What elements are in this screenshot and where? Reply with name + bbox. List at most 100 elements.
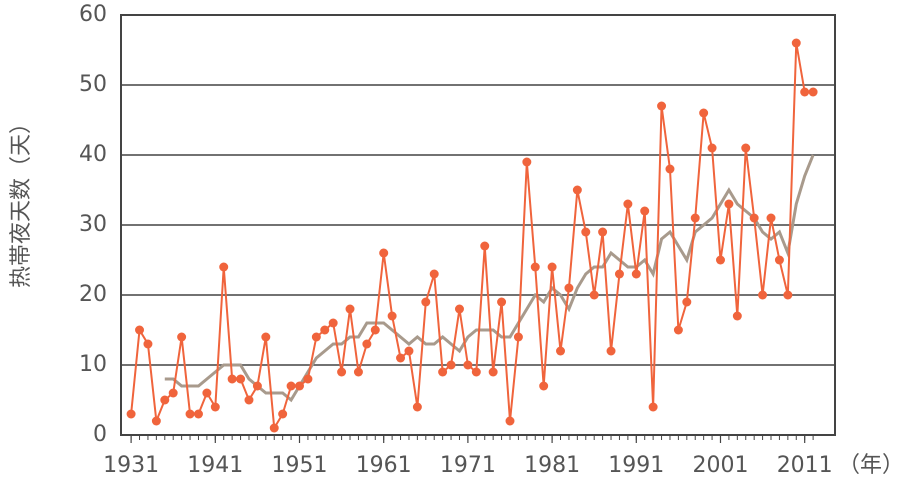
- y-tick-label: 10: [79, 352, 107, 377]
- point: [631, 269, 641, 279]
- point: [564, 283, 574, 293]
- point: [446, 360, 456, 370]
- point: [438, 367, 448, 377]
- point: [690, 213, 700, 223]
- point: [497, 297, 507, 307]
- point: [547, 262, 557, 272]
- point: [774, 255, 784, 265]
- x-tick-label: 1931: [103, 453, 159, 478]
- y-tick-label: 30: [79, 212, 107, 237]
- point: [606, 346, 616, 356]
- point: [665, 164, 675, 174]
- point: [791, 38, 801, 48]
- point: [749, 213, 759, 223]
- point: [353, 367, 363, 377]
- point: [185, 409, 195, 419]
- point: [311, 332, 321, 342]
- point: [404, 346, 414, 356]
- point: [177, 332, 187, 342]
- point: [732, 311, 742, 321]
- point: [160, 395, 170, 405]
- point: [572, 185, 582, 195]
- point: [412, 402, 422, 412]
- point: [370, 325, 380, 335]
- point: [421, 297, 431, 307]
- point: [673, 325, 683, 335]
- point: [320, 325, 330, 335]
- point: [589, 290, 599, 300]
- point: [143, 339, 153, 349]
- point: [808, 87, 818, 97]
- point: [135, 325, 145, 335]
- x-tick-label: 1951: [272, 453, 328, 478]
- point: [252, 381, 262, 391]
- point: [522, 157, 532, 167]
- point: [539, 381, 549, 391]
- x-tick-label: 1991: [608, 453, 664, 478]
- point: [640, 206, 650, 216]
- point: [454, 304, 464, 314]
- point: [724, 199, 734, 209]
- point: [623, 199, 633, 209]
- point: [657, 101, 667, 111]
- x-tick-label: 1941: [187, 453, 243, 478]
- point: [530, 262, 540, 272]
- point: [269, 423, 279, 433]
- point: [193, 409, 203, 419]
- point: [295, 381, 304, 391]
- y-tick-label: 0: [93, 422, 107, 447]
- point: [699, 108, 709, 118]
- point: [227, 374, 237, 384]
- point: [328, 318, 338, 328]
- plot-frame: [120, 14, 836, 436]
- point: [396, 353, 406, 363]
- x-tick-label: 2001: [692, 453, 748, 478]
- point: [480, 241, 490, 251]
- x-axis-label: （年）: [838, 453, 904, 478]
- point: [488, 367, 498, 377]
- y-tick-label: 40: [79, 142, 107, 167]
- point: [345, 304, 355, 314]
- point: [244, 395, 254, 405]
- point: [800, 87, 810, 97]
- point: [513, 332, 523, 342]
- point: [379, 248, 389, 258]
- series-line: [130, 42, 814, 432]
- point: [766, 213, 776, 223]
- point: [210, 402, 220, 412]
- point: [236, 374, 246, 384]
- point: [387, 311, 397, 321]
- x-tick-label: 1981: [524, 453, 580, 478]
- point: [581, 227, 591, 237]
- y-tick-label: 50: [79, 72, 107, 97]
- point: [202, 388, 212, 398]
- point: [598, 227, 608, 237]
- series-line: [164, 154, 815, 403]
- x-tick-label: 2011: [777, 453, 833, 478]
- point: [151, 416, 161, 426]
- point: [505, 416, 515, 426]
- point: [126, 409, 136, 419]
- point: [219, 262, 229, 272]
- point: [278, 409, 288, 419]
- point: [168, 388, 178, 398]
- point: [303, 374, 313, 384]
- point: [715, 255, 725, 265]
- point: [362, 339, 372, 349]
- y-tick-label: 60: [79, 2, 107, 27]
- y-axis-label: 热帯夜天数（天）: [9, 112, 34, 288]
- point: [707, 143, 717, 153]
- y-tick-label: 20: [79, 282, 107, 307]
- point: [286, 381, 296, 391]
- x-tick-label: 1961: [356, 453, 412, 478]
- point: [682, 297, 692, 307]
- point: [741, 143, 751, 153]
- point: [556, 346, 566, 356]
- point: [614, 269, 624, 279]
- point: [429, 269, 439, 279]
- point: [471, 367, 481, 377]
- point: [337, 367, 347, 377]
- point: [261, 332, 271, 342]
- point: [783, 290, 793, 300]
